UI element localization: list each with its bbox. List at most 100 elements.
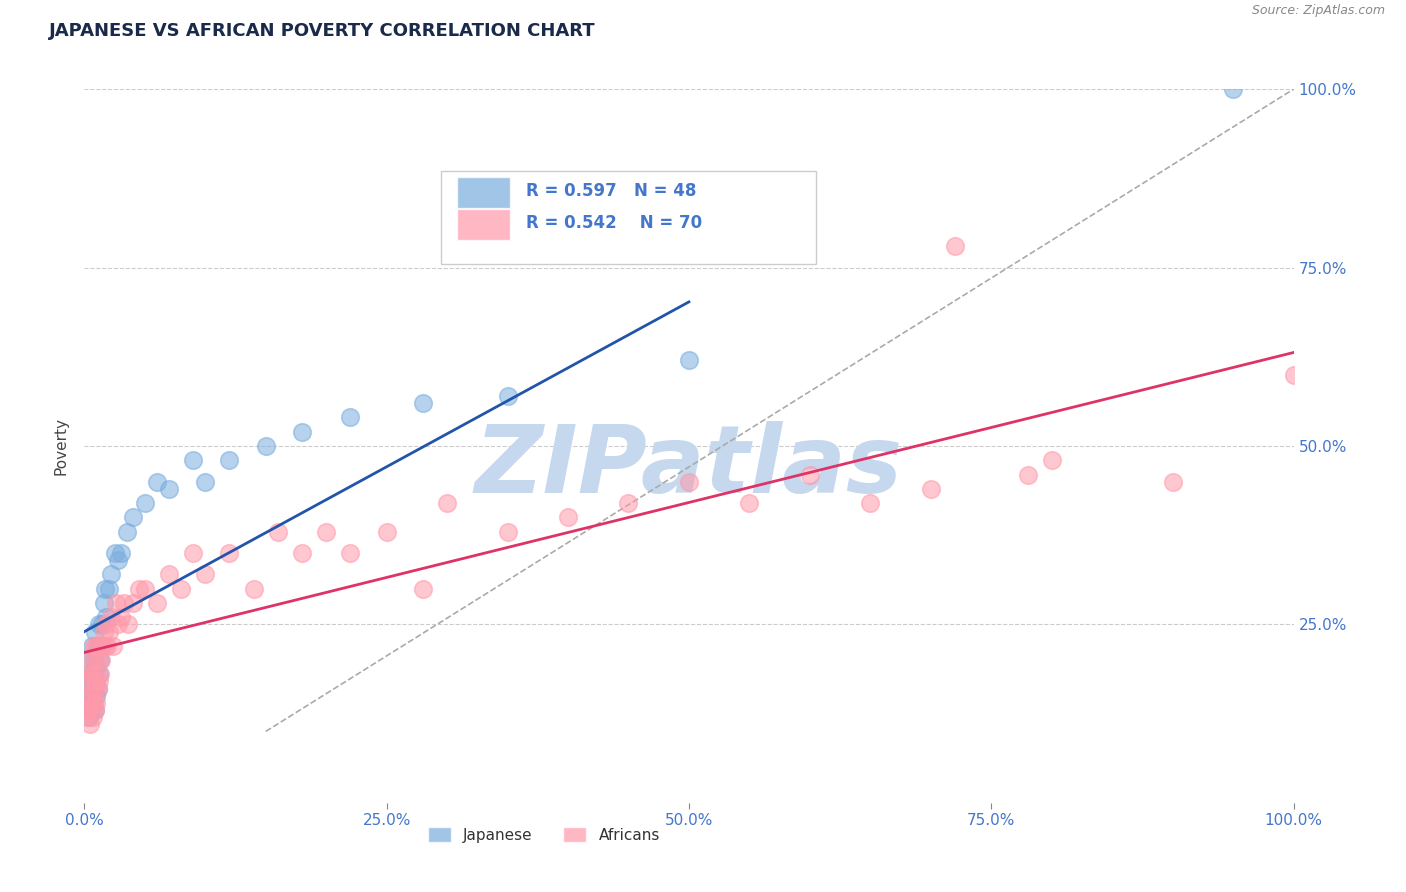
Point bbox=[115, 524, 138, 539]
Point bbox=[90, 639, 112, 653]
Point bbox=[100, 567, 122, 582]
Point bbox=[96, 639, 118, 653]
Point bbox=[80, 674, 103, 689]
Point bbox=[83, 681, 105, 696]
Point bbox=[412, 582, 434, 596]
Point bbox=[678, 353, 700, 368]
Point bbox=[77, 710, 100, 724]
Point bbox=[1161, 475, 1184, 489]
Point bbox=[557, 510, 579, 524]
Point bbox=[121, 596, 143, 610]
Point bbox=[97, 582, 120, 596]
Point bbox=[79, 653, 101, 667]
Point bbox=[84, 653, 107, 667]
Point bbox=[79, 717, 101, 731]
Point bbox=[1017, 467, 1039, 482]
Point bbox=[86, 639, 108, 653]
Point bbox=[77, 667, 100, 681]
Point bbox=[82, 696, 104, 710]
Point bbox=[1282, 368, 1305, 382]
Point bbox=[89, 653, 111, 667]
Point bbox=[103, 639, 125, 653]
Point bbox=[104, 596, 127, 610]
Point bbox=[87, 639, 110, 653]
Point bbox=[77, 696, 100, 710]
Point bbox=[170, 582, 193, 596]
Point bbox=[194, 567, 217, 582]
Point bbox=[84, 681, 107, 696]
Point bbox=[93, 624, 115, 639]
Point bbox=[80, 696, 103, 710]
Point bbox=[267, 524, 290, 539]
Point bbox=[107, 617, 129, 632]
Point bbox=[146, 475, 169, 489]
Point bbox=[291, 546, 314, 560]
Point bbox=[87, 617, 110, 632]
Point bbox=[86, 681, 108, 696]
Point bbox=[86, 674, 108, 689]
FancyBboxPatch shape bbox=[457, 177, 510, 209]
Point bbox=[496, 389, 519, 403]
Point bbox=[89, 667, 111, 681]
Point bbox=[76, 696, 98, 710]
Point bbox=[1222, 82, 1244, 96]
Point bbox=[84, 703, 107, 717]
Point bbox=[146, 596, 169, 610]
Point bbox=[84, 624, 107, 639]
Point bbox=[82, 710, 104, 724]
Point bbox=[194, 475, 217, 489]
Point bbox=[80, 639, 103, 653]
Point bbox=[128, 582, 150, 596]
Point bbox=[242, 582, 264, 596]
Point bbox=[121, 510, 143, 524]
Point bbox=[339, 546, 361, 560]
Point bbox=[86, 689, 108, 703]
Point bbox=[375, 524, 398, 539]
Point bbox=[738, 496, 761, 510]
Point bbox=[86, 653, 108, 667]
Point bbox=[315, 524, 337, 539]
Point bbox=[110, 546, 132, 560]
Text: JAPANESE VS AFRICAN POVERTY CORRELATION CHART: JAPANESE VS AFRICAN POVERTY CORRELATION … bbox=[49, 22, 596, 40]
Point bbox=[93, 596, 115, 610]
Point bbox=[91, 639, 114, 653]
Point bbox=[91, 617, 114, 632]
Point bbox=[82, 681, 104, 696]
Point bbox=[100, 610, 122, 624]
Point bbox=[86, 696, 108, 710]
Point bbox=[87, 674, 110, 689]
Point bbox=[97, 624, 120, 639]
Point bbox=[110, 610, 132, 624]
Text: Source: ZipAtlas.com: Source: ZipAtlas.com bbox=[1251, 4, 1385, 18]
Point bbox=[86, 660, 108, 674]
Point bbox=[86, 639, 108, 653]
Point bbox=[77, 681, 100, 696]
Point bbox=[943, 239, 966, 253]
Text: ZIPatlas: ZIPatlas bbox=[475, 421, 903, 514]
Point bbox=[1040, 453, 1063, 467]
Point bbox=[436, 496, 458, 510]
Point bbox=[496, 524, 519, 539]
Point bbox=[82, 667, 104, 681]
Point bbox=[134, 496, 156, 510]
Legend: Japanese, Africans: Japanese, Africans bbox=[422, 821, 666, 848]
Point bbox=[134, 582, 156, 596]
FancyBboxPatch shape bbox=[441, 171, 815, 264]
Point bbox=[117, 617, 139, 632]
Point bbox=[84, 703, 107, 717]
Point bbox=[94, 617, 117, 632]
Point bbox=[79, 653, 101, 667]
Point bbox=[94, 610, 117, 624]
Point bbox=[157, 482, 180, 496]
Point bbox=[678, 475, 700, 489]
Point bbox=[83, 667, 105, 681]
Point bbox=[77, 703, 100, 717]
Point bbox=[412, 396, 434, 410]
Text: R = 0.597   N = 48: R = 0.597 N = 48 bbox=[526, 182, 696, 200]
Point bbox=[83, 653, 105, 667]
Point bbox=[112, 596, 135, 610]
Point bbox=[83, 696, 105, 710]
Point bbox=[254, 439, 277, 453]
Point bbox=[181, 453, 204, 467]
Point bbox=[80, 667, 103, 681]
